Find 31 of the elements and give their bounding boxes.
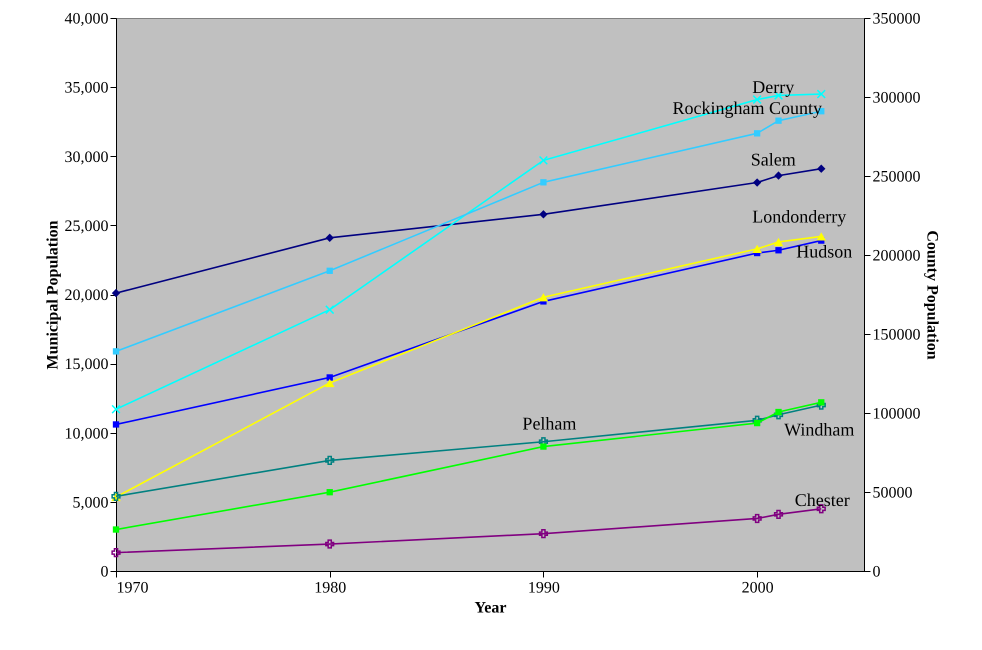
y2-tick-label: 350000 xyxy=(872,10,920,28)
y-tick-label: 20,000 xyxy=(64,287,108,304)
series-label: Salem xyxy=(750,150,796,170)
series-label: Chester xyxy=(794,490,850,510)
y2-tick-label: 300000 xyxy=(872,90,920,106)
x-axis-title: Year xyxy=(474,600,506,616)
y-tick-label: 35,000 xyxy=(64,80,108,97)
x-tick-label: 1970 xyxy=(116,580,148,596)
series-label: Hudson xyxy=(796,242,852,262)
x-tick-label: 1980 xyxy=(314,580,346,596)
y-tick-label: 10,000 xyxy=(64,425,108,442)
y2-axis-title: County Population xyxy=(924,230,940,360)
series-label: Derry xyxy=(752,77,794,98)
series-label: Windham xyxy=(784,419,854,440)
y-tick-label: 30,000 xyxy=(64,148,108,166)
y-tick-label: 0 xyxy=(100,564,108,580)
x-tick-label: 1990 xyxy=(528,580,560,596)
y2-tick-label: 0 xyxy=(872,564,880,580)
y-axis-title: Municipal Population xyxy=(44,220,62,370)
series-label: Londonderry xyxy=(752,206,846,226)
y-tick-label: 25,000 xyxy=(64,218,108,235)
y2-tick-label: 250000 xyxy=(872,168,920,186)
series-label: Pelham xyxy=(522,414,576,434)
y2-tick-label: 200000 xyxy=(872,248,920,264)
y2-tick-label: 150000 xyxy=(872,326,920,344)
y2-tick-label: 50000 xyxy=(872,484,912,502)
y-tick-label: 40,000 xyxy=(64,10,108,28)
y-tick-label: 5,000 xyxy=(72,494,108,512)
y2-tick-label: 100000 xyxy=(872,406,920,422)
x-tick-label: 2000 xyxy=(742,580,774,596)
y-tick-label: 15,000 xyxy=(64,356,108,374)
